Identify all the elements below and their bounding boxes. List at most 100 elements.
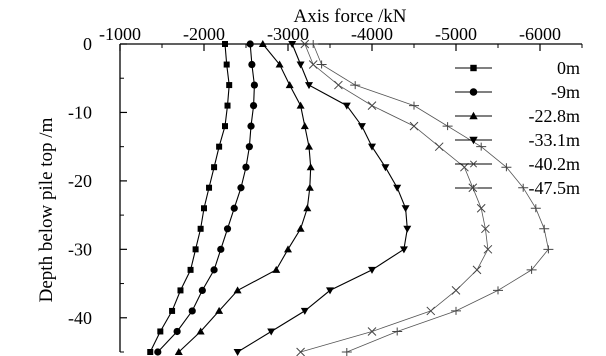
y-tick-label: -20 [68,171,92,191]
data-point [501,163,512,172]
data-point [211,164,218,171]
data-point [215,306,224,314]
data-point [334,80,343,90]
legend-marker [469,111,478,120]
data-point [476,203,486,213]
data-point [188,307,196,315]
y-tick-label: -10 [68,102,92,122]
data-point [401,205,410,213]
data-point [233,286,242,294]
data-point [316,60,327,69]
legend-label: -47.5m [529,178,581,198]
data-point [233,349,242,356]
data-point [426,306,436,316]
data-point [267,328,276,336]
data-point [393,184,402,192]
data-point [341,348,352,356]
data-point [296,61,305,69]
data-point [224,102,231,109]
series-5 [296,39,493,356]
data-point [247,122,255,130]
data-point [147,349,154,355]
data-point [442,122,453,131]
data-point [296,347,305,356]
data-point [201,205,207,212]
legend-item: -9m [455,82,580,102]
series-4 [233,41,412,356]
series-3 [174,40,315,355]
data-point [216,143,223,150]
data-point [187,266,194,273]
data-point [246,40,254,48]
x-tick-label: -1000 [99,24,141,44]
data-point [245,143,253,151]
legend-item: -47.5m [455,178,580,198]
data-point [210,266,218,274]
legend-marker [470,64,477,72]
data-point [223,61,230,68]
data-point [543,245,554,254]
x-tick-label: -4000 [351,24,393,44]
x-tick-label: -5000 [435,24,477,44]
data-point [198,286,206,294]
legend-label: 0m [557,58,580,78]
data-point [342,102,351,110]
data-point [399,246,408,254]
data-point [367,101,377,110]
series-2 [154,40,258,356]
series-line [237,43,408,353]
data-point [157,328,164,335]
data-point [357,123,366,131]
data-point [296,224,305,232]
data-point [174,348,183,355]
x-tick-label: -6000 [519,24,561,44]
data-point [196,327,205,335]
data-point [248,60,256,69]
legend-label: -9m [551,82,580,102]
legend-item: -33.1m [455,130,580,150]
data-point [368,266,376,274]
data-point [305,142,313,150]
data-point [284,245,292,253]
series-line [178,43,312,353]
data-point [326,287,334,295]
data-point [305,183,314,191]
y-tick-label: 0 [83,34,92,54]
data-point [300,39,310,49]
data-point [381,164,390,172]
axes: -1000 -2000 -3000 -4000 -5000 -6000 0 -10 -20 -30… [68,24,583,353]
data-point [368,143,376,151]
data-point [483,244,493,254]
data-point [288,41,297,48]
data-point [242,163,250,171]
data-point [481,224,490,234]
y-axis-title: Depth below pile top /m [36,117,57,302]
data-point [526,265,537,274]
data-point [285,81,294,89]
data-point [173,327,181,336]
legend-item: 0m [455,58,580,78]
x-tick-label: -2000 [183,24,225,44]
series-6 [308,40,554,356]
data-point [476,142,487,151]
data-point [518,183,529,192]
data-point [249,102,258,110]
data-point [403,225,412,233]
data-point [409,121,419,131]
y-tick-label: -40 [68,308,92,328]
data-point [223,225,232,233]
data-point [217,245,225,253]
data-point [177,287,184,294]
data-point [308,40,319,48]
series-1 [147,41,233,355]
data-point [305,82,313,90]
data-point [539,224,550,233]
legend-marker [469,184,478,192]
data-point [226,82,233,89]
data-point [392,327,403,336]
data-point [306,163,315,171]
legend-marker [469,88,478,96]
data-point [237,184,245,192]
data-point [451,286,461,295]
